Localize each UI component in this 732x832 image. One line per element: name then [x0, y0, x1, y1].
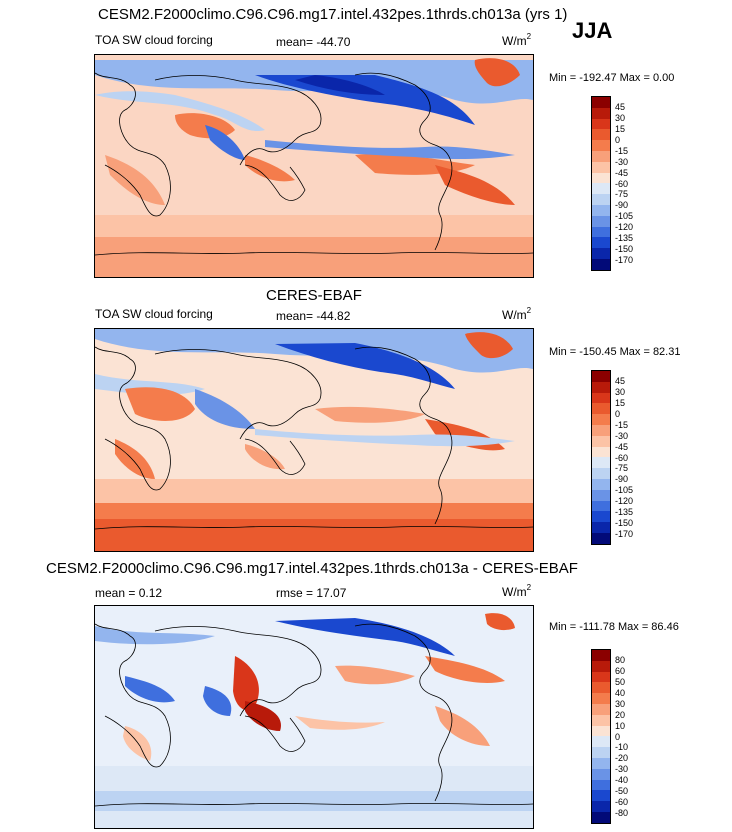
panel-variable-label-model: TOA SW cloud forcing	[95, 33, 213, 47]
panel-title-diff: CESM2.F2000climo.C96.C96.mg17.intel.432p…	[46, 560, 578, 577]
australia-coast	[244, 164, 306, 201]
panel-rmse-label-diff: rmse = 17.07	[276, 586, 347, 600]
north-pacific-deficit	[275, 618, 455, 656]
colorbar-obs-tick: -135	[615, 507, 634, 517]
eurasia-coast	[154, 75, 322, 166]
subtropical-pacific-warm	[315, 406, 425, 423]
itcz-band	[255, 429, 515, 447]
colorbar-diff-tick: -10	[615, 742, 629, 752]
colorbar-diff-tick: -40	[615, 775, 629, 785]
colorbar-diff	[591, 649, 611, 824]
colorbar-obs-tick: -90	[615, 474, 629, 484]
antarctica-coast	[95, 526, 533, 530]
colorbar-model-tick: -105	[615, 211, 634, 221]
americas-coast	[354, 623, 453, 802]
colorbar-obs-tick: -105	[615, 485, 634, 495]
australia-coast	[244, 438, 306, 475]
colorbar-model-tick: 0	[615, 135, 621, 145]
colorbar-model-tick: -30	[615, 157, 629, 167]
colorbar-obs-tick: -15	[615, 420, 629, 430]
panel-units-model: W/m2	[502, 32, 532, 49]
panel-mean-label-model: mean= -44.70	[276, 35, 351, 49]
colorbar-diff-tick: -30	[615, 764, 629, 774]
colorbar-obs	[591, 370, 611, 545]
north-pacific-cloud-core	[275, 343, 455, 389]
panel-mean-label-diff: mean = 0.12	[95, 586, 163, 600]
north-pacific-excess	[335, 665, 415, 685]
north-pacific-cloud-core	[255, 75, 475, 125]
panel-mean-label-obs: mean= -44.82	[276, 309, 351, 323]
africa-coast	[95, 623, 171, 768]
panel-units-obs: W/m2	[502, 306, 532, 323]
colorbar-obs-tick: -120	[615, 496, 634, 506]
coastlines	[95, 346, 533, 530]
colorbar-model-tick: -60	[615, 179, 629, 189]
colorbar-model	[591, 96, 611, 271]
colorbar-model-tick: -120	[615, 222, 634, 232]
itcz-band	[265, 140, 515, 160]
map-diff	[94, 605, 534, 829]
colorbar-obs-tick: -45	[615, 442, 629, 452]
colorbar-obs-tick: 30	[615, 387, 626, 397]
colorbar-model-tick: -45	[615, 168, 629, 178]
colorbar-model-tick: -150	[615, 244, 634, 254]
colorbar-diff-tick: 20	[615, 710, 626, 720]
americas-coast	[354, 72, 453, 251]
colorbar-diff-tick: -80	[615, 808, 629, 818]
africa-coast	[95, 346, 171, 491]
southern-ocean-band	[95, 235, 533, 277]
colorbar-model-tick: 15	[615, 124, 626, 134]
colorbar-diff-tick: 80	[615, 655, 626, 665]
eurasia-coast	[154, 626, 322, 717]
eurasia-coast	[154, 349, 322, 440]
australia-coast	[244, 715, 306, 752]
colorbar-obs-tick: -150	[615, 518, 634, 528]
colorbar-model-tick: -90	[615, 200, 629, 210]
panel-variable-label-obs: TOA SW cloud forcing	[95, 307, 213, 321]
americas-coast	[354, 346, 453, 525]
colorbar-model-tick: -75	[615, 189, 629, 199]
panel-minmax-obs: Min = -150.45 Max = 82.31	[549, 346, 681, 358]
colorbar-model-tick: 45	[615, 102, 626, 112]
east-asia-excess	[233, 656, 259, 711]
colorbar-diff-tick: 50	[615, 677, 626, 687]
colorbar-diff-tick: 60	[615, 666, 626, 676]
colorbar-obs-tick: 45	[615, 376, 626, 386]
colorbar-obs-tick: 15	[615, 398, 626, 408]
colorbar-obs-tick: -30	[615, 431, 629, 441]
colorbar-diff-tick: -60	[615, 797, 629, 807]
africa-coast	[95, 72, 171, 217]
panel-minmax-model: Min = -192.47 Max = 0.00	[549, 72, 675, 84]
colorbar-model-tick: -15	[615, 146, 629, 156]
colorbar-model-tick: 30	[615, 113, 626, 123]
colorbar-diff-tick: 10	[615, 721, 626, 731]
colorbar-model-tick: -170	[615, 255, 634, 265]
colorbar-diff-tick: 30	[615, 699, 626, 709]
colorbar-obs-tick: -75	[615, 463, 629, 473]
map-model	[94, 54, 534, 278]
greenland	[474, 58, 520, 87]
panel-title-obs: CERES-EBAF	[266, 287, 362, 304]
coastlines	[95, 72, 533, 256]
north-africa-warm	[125, 387, 195, 421]
colorbar-diff-tick: -20	[615, 753, 629, 763]
colorbar-obs-tick: 0	[615, 409, 621, 419]
greenland	[465, 332, 513, 359]
greenland	[485, 613, 515, 631]
colorbar-obs-tick: -60	[615, 453, 629, 463]
panel-minmax-diff: Min = -111.78 Max = 86.46	[549, 621, 679, 633]
antarctica-coast	[95, 803, 533, 807]
season-label: JJA	[572, 18, 613, 43]
colorbar-obs-tick: -170	[615, 529, 634, 539]
antarctica-coast	[95, 252, 533, 256]
colorbar-diff-tick: 40	[615, 688, 626, 698]
panel-title-model: CESM2.F2000climo.C96.C96.mg17.intel.432p…	[98, 6, 568, 23]
panel-units-diff: W/m2	[502, 583, 532, 600]
colorbar-model-tick: -135	[615, 233, 634, 243]
colorbar-diff-tick: -50	[615, 786, 629, 796]
map-obs	[94, 328, 534, 552]
coastlines	[95, 623, 533, 807]
colorbar-diff-tick: 0	[615, 732, 621, 742]
